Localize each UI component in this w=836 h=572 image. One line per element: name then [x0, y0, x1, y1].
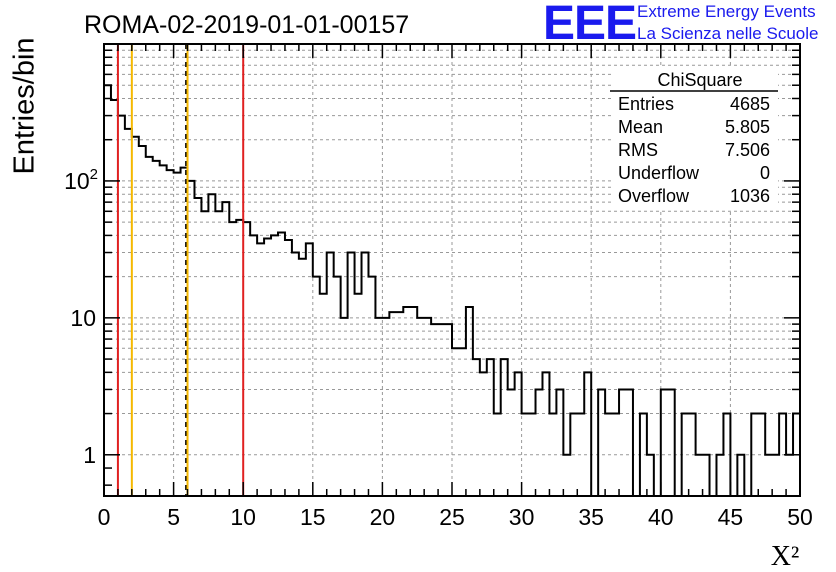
- x-tick-label: 5: [167, 504, 180, 530]
- x-tick-label: 20: [370, 504, 396, 530]
- y-tick-label: 10: [70, 305, 96, 331]
- x-tick-label: 15: [300, 504, 326, 530]
- stats-value: 7.506: [725, 140, 770, 160]
- x-tick-label: 35: [578, 504, 604, 530]
- stats-value: 1036: [730, 186, 770, 206]
- y-tick-label: 1: [83, 442, 96, 468]
- stats-label: Overflow: [618, 186, 690, 206]
- x-tick-label: 50: [787, 504, 813, 530]
- stats-value: 5.805: [725, 117, 770, 137]
- x-tick-label: 30: [509, 504, 535, 530]
- stats-title: ChiSquare: [657, 70, 742, 90]
- stats-label: Entries: [618, 94, 674, 114]
- x-tick-label: 10: [230, 504, 256, 530]
- brand-line-1: Extreme Energy Events: [637, 2, 816, 21]
- brand-line-2: La Scienza nelle Scuole: [637, 24, 819, 43]
- x-tick-label: 40: [648, 504, 674, 530]
- stats-value: 4685: [730, 94, 770, 114]
- x-axis-label: X²: [771, 541, 800, 572]
- y-axis-label: Entries/bin: [8, 37, 41, 175]
- x-tick-label: 25: [439, 504, 465, 530]
- stats-label: RMS: [618, 140, 658, 160]
- x-tick-label: 0: [98, 504, 111, 530]
- reference-lines: [116, 44, 245, 496]
- chart-title: ROMA-02-2019-01-01-00157: [84, 11, 410, 39]
- x-tick-label: 45: [718, 504, 744, 530]
- stats-value: 0: [760, 163, 770, 183]
- stats-box: ChiSquare Entries 4685 Mean 5.805 RMS 7.506 Und…: [610, 68, 778, 210]
- stats-label: Mean: [618, 117, 663, 137]
- axis-ticks: 0 5 10 15 20 25 30 35 40 45 50 1 10 102: [64, 44, 813, 530]
- stats-label: Underflow: [618, 163, 700, 183]
- y-tick-label: 102: [64, 166, 98, 194]
- eee-logo: EEE: [543, 0, 637, 50]
